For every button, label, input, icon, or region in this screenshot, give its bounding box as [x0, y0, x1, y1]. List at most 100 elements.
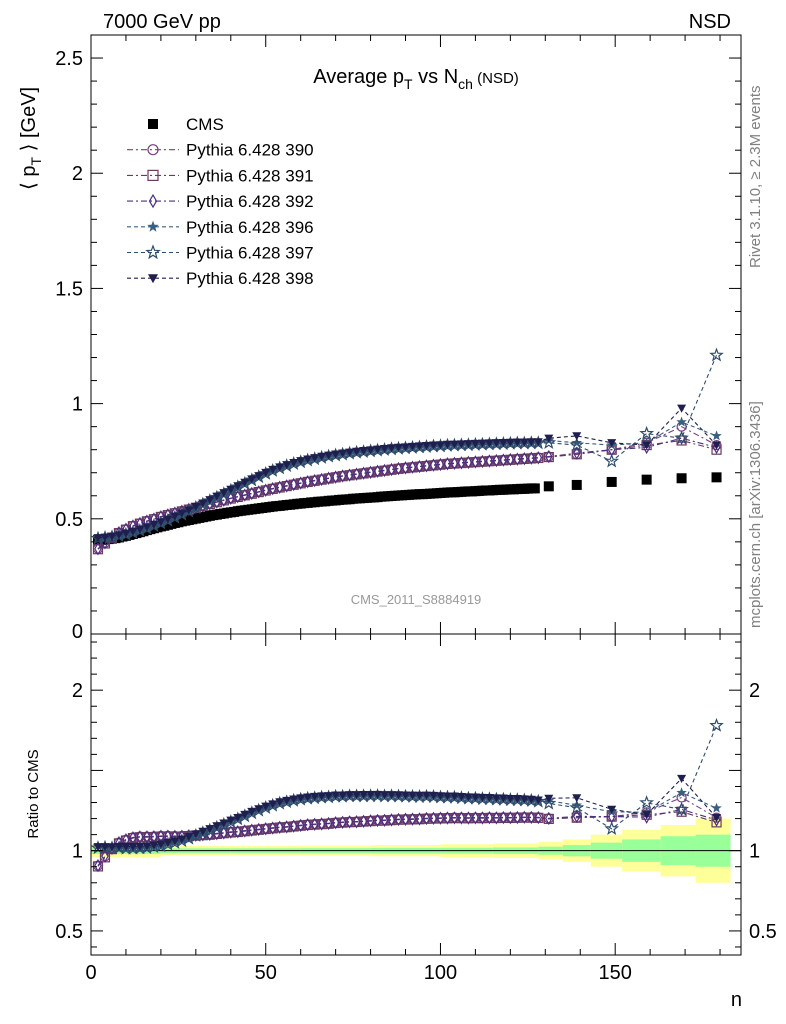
legend-entry-1: Pythia 6.428 390 — [127, 141, 314, 160]
ratio-data-point — [569, 800, 585, 814]
ratio-data-point — [464, 811, 473, 825]
ylabel-prefix: ⟨ p — [18, 166, 40, 190]
data-point — [373, 464, 382, 479]
ratio-y-axis-label: Ratio to CMS — [25, 749, 42, 838]
ratio-y-tick-label: 1 — [72, 841, 83, 863]
data-point — [527, 451, 536, 465]
data-point — [282, 479, 291, 493]
ratio-data-point — [674, 801, 689, 816]
data-point — [676, 416, 687, 427]
data-point — [401, 443, 411, 452]
legend-label: Pythia 6.428 392 — [186, 192, 314, 211]
data-point — [450, 456, 459, 470]
data-point — [219, 489, 229, 498]
data-point — [94, 542, 102, 556]
data-point — [456, 440, 466, 449]
ratio-data-point — [429, 811, 438, 826]
ratio-data-point — [408, 812, 417, 826]
ratio-series-6 — [93, 774, 722, 852]
ylabel-sub: T — [28, 157, 44, 166]
data-point — [366, 465, 375, 479]
legend-marker — [148, 274, 158, 284]
data-point — [233, 489, 242, 504]
data-point — [149, 520, 159, 530]
data-point — [275, 463, 285, 472]
ratio-data-point — [352, 791, 362, 800]
data-point — [422, 459, 431, 473]
ratio-data-point — [121, 842, 131, 852]
data-point — [712, 441, 722, 450]
title-prefix: Average p — [313, 66, 404, 88]
ratio-data-point — [639, 795, 655, 809]
ratio-data-point — [457, 811, 466, 825]
ratio-data-point — [254, 822, 263, 837]
ratio-data-point — [544, 811, 553, 826]
ratio-panel-frame — [90, 633, 742, 956]
ratio-data-point — [296, 818, 305, 833]
legend-marker — [148, 119, 158, 129]
data-point — [205, 496, 215, 505]
data-point — [711, 430, 722, 441]
ratio-data-point — [331, 791, 341, 800]
data-point — [464, 455, 473, 470]
ratio-data-point — [607, 805, 617, 814]
legend-label: Pythia 6.428 397 — [186, 244, 314, 263]
ratio-data-point — [310, 817, 319, 832]
ratio-data-point — [571, 799, 582, 810]
data-point — [457, 456, 466, 470]
data-point — [529, 483, 540, 494]
ratio-data-point — [226, 816, 236, 825]
ratio-data-point — [366, 814, 375, 828]
data-point — [352, 447, 362, 456]
ratio-data-point — [338, 791, 348, 800]
x-tick-label: 100 — [424, 962, 457, 984]
ratio-y-tick-label: 0.5 — [55, 921, 83, 943]
ratio-y-tick-label-right: 2 — [749, 680, 760, 702]
data-point — [240, 488, 249, 502]
ratio-data-point — [541, 795, 557, 810]
data-point — [303, 455, 313, 464]
data-point — [541, 435, 557, 449]
data-point — [519, 438, 529, 447]
main-y-axis-label: ⟨ pT ⟩ [GeV] — [18, 87, 44, 190]
data-point — [226, 491, 235, 506]
ratio-data-point — [485, 810, 494, 825]
main-watermark: CMS_2011_S8884919 — [351, 592, 482, 607]
data-point — [491, 439, 501, 448]
data-point — [303, 475, 312, 489]
ratio-data-point — [303, 793, 313, 802]
data-point — [477, 439, 487, 448]
ratio-data-point — [317, 792, 327, 801]
main-y-tick-label: 1 — [72, 394, 83, 416]
data-point — [520, 451, 529, 466]
legend: CMS Pythia 6.428 390 Pythia 6.428 391 Pythi… — [127, 115, 314, 288]
data-point — [226, 485, 236, 494]
data-point — [435, 441, 445, 450]
data-point — [156, 518, 166, 527]
data-point — [282, 461, 292, 470]
x-tick-label: 0 — [85, 962, 96, 984]
data-point — [443, 457, 452, 471]
ratio-data-point — [421, 791, 431, 800]
ratio-data-point — [463, 793, 473, 802]
ratio-data-point — [506, 810, 515, 825]
ratio-data-point — [282, 796, 292, 806]
data-point — [254, 472, 264, 481]
data-point — [677, 404, 687, 413]
ratio-data-point — [676, 806, 687, 817]
ratio-data-point — [676, 787, 687, 798]
ratio-data-point — [604, 821, 619, 835]
ratio-data-point — [324, 792, 334, 801]
ratio-data-point — [101, 849, 109, 863]
legend-marker — [145, 244, 161, 260]
ratio-data-point — [142, 842, 152, 851]
ratio-data-point — [435, 792, 445, 801]
data-point — [641, 474, 652, 485]
data-point — [331, 450, 341, 459]
data-point — [142, 523, 152, 532]
series-line — [97, 407, 717, 539]
ratio-data-point — [359, 791, 369, 800]
ratio-data-point — [233, 824, 242, 839]
data-point — [442, 440, 452, 449]
